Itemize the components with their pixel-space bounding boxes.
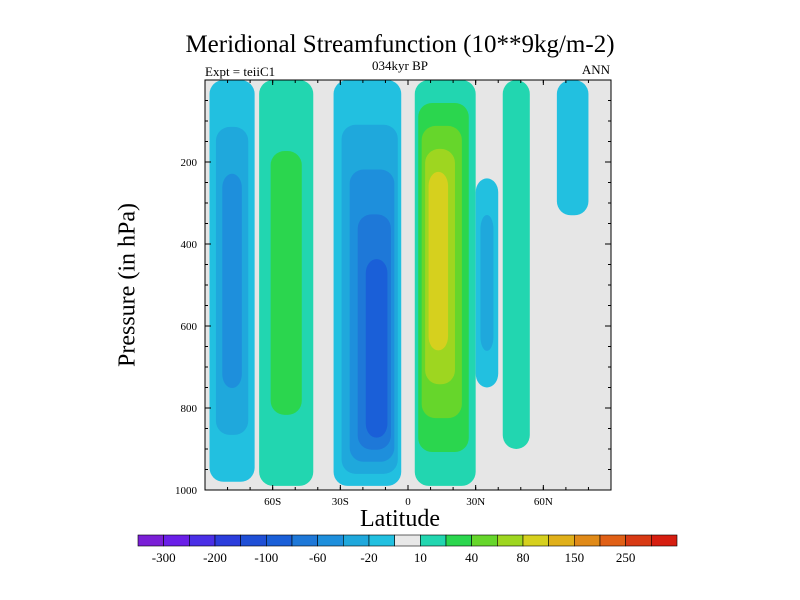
contour-fill-group [209,80,589,486]
chart-title: Meridional Streamfunction (10**9kg/m-2) [185,31,615,58]
colorbar-swatch [317,534,344,547]
colorbar-swatch [599,534,626,547]
colorbar-label: 40 [465,550,478,565]
colorbar: -300 -200 -100 -60 -20 10 40 80 150 250 [137,534,678,565]
colorbar-swatch [266,534,293,547]
colorbar-swatch [471,534,498,547]
colorbar-label: -20 [360,550,377,565]
y-tick-label: 1000 [175,485,198,497]
x-tick-label: 0 [405,496,411,508]
experiment-label: Expt = teiiC1 [205,64,276,79]
northern-polar-negative-cell-level-1 [556,80,589,216]
colorbar-swatch [574,534,601,547]
colorbar-swatch [291,534,318,547]
colorbar-swatch [497,534,524,547]
colorbar-label: 80 [517,550,530,565]
colorbar-swatch [214,534,241,547]
colorbar-label: -60 [309,550,326,565]
southern-ferrel-cell-level-3 [222,173,242,389]
colorbar-swatch [368,534,395,547]
y-axis-ticks: 200 400 600 800 1000 [175,79,611,497]
colorbar-swatch [625,534,652,547]
colorbar-swatch [189,534,216,547]
southern-hadley-cell-level-5 [365,259,388,438]
colorbar-swatch [651,534,678,547]
colorbar-label: 150 [565,550,585,565]
colorbar-swatch [445,534,472,547]
season-label: ANN [581,62,610,77]
northern-hadley-cell-level-5 [428,171,449,351]
colorbar-swatch [420,534,447,547]
colorbar-swatch [394,534,421,547]
southern-polar-positive-cell-level-2 [270,151,302,415]
x-axis-ticks: 60S 30S 0 30N 60N [204,80,612,508]
colorbar-label: 10 [414,550,427,565]
northern-midlat-negative-cell-level-2 [480,214,494,351]
x-tick-label: 60N [534,496,553,508]
y-tick-label: 600 [181,321,198,333]
x-tick-label: 30S [332,496,349,508]
chart-subtitle: 034kyr BP [372,58,428,73]
y-tick-label: 400 [181,239,198,251]
y-tick-label: 800 [181,403,198,415]
x-tick-label: 30N [466,496,485,508]
colorbar-swatch [548,534,575,547]
northern-midlat-positive-cell-level-1 [502,80,530,449]
x-axis-label: Latitude [360,506,440,532]
colorbar-swatch [240,534,267,547]
colorbar-label: -300 [152,550,176,565]
y-tick-label: 200 [181,157,198,169]
colorbar-swatch [163,534,190,547]
colorbar-swatch [343,534,370,547]
x-tick-label: 60S [264,496,281,508]
colorbar-swatch [137,534,164,547]
colorbar-label: 250 [616,550,636,565]
colorbar-label: -200 [203,550,227,565]
colorbar-swatch [522,534,549,547]
colorbar-label: -100 [254,550,278,565]
